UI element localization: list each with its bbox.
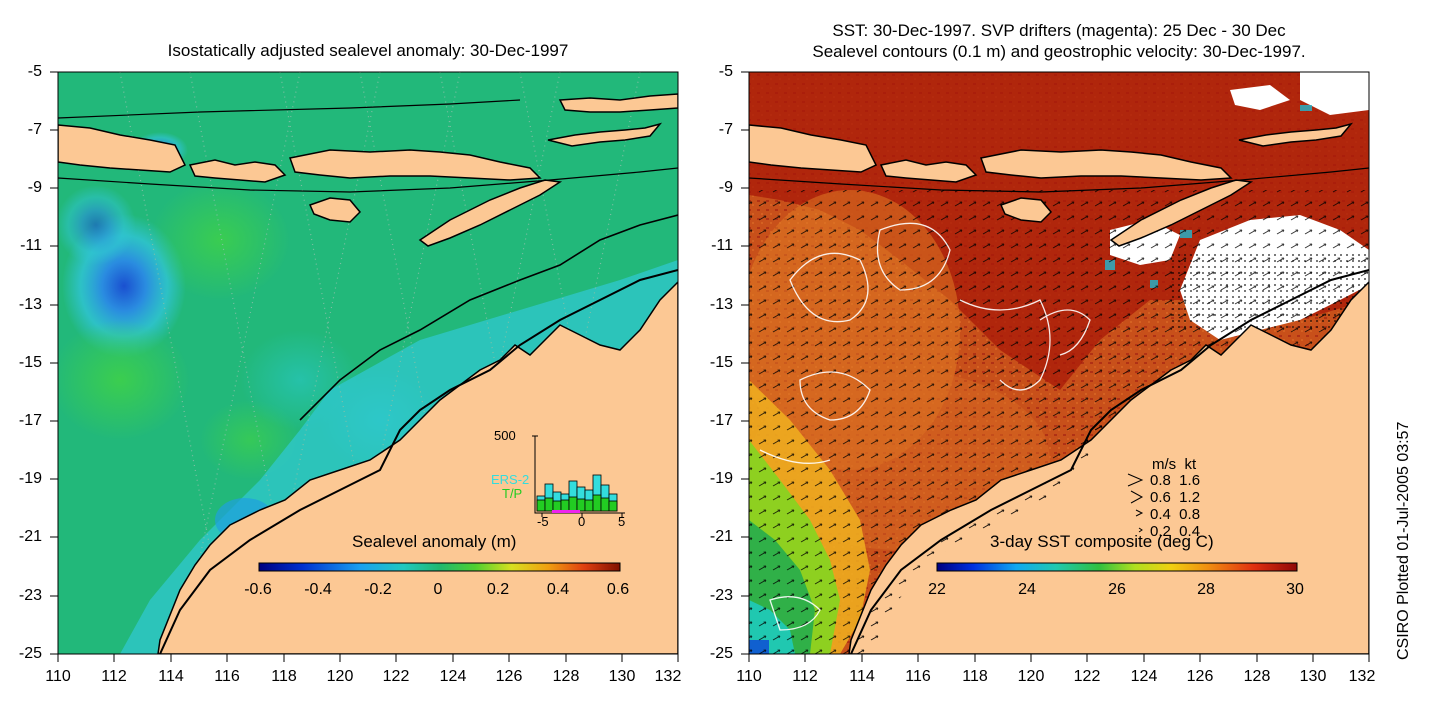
x-tick-label: 112	[101, 668, 127, 685]
y-tick-label: -17	[709, 412, 733, 429]
x-tick-label: 128	[552, 668, 580, 685]
histogram-series-tp: T/P	[502, 486, 523, 501]
x-tick-label: 120	[1017, 668, 1045, 685]
right-panel-title-line1: SST: 30-Dec-1997. SVP drifters (magenta)…	[832, 21, 1286, 40]
x-tick-label: 124	[1130, 668, 1158, 685]
y-tick-label: -25	[709, 645, 733, 662]
left-panel-title: Isostatically adjusted sealevel anomaly:…	[167, 41, 569, 60]
y-tick-label: -13	[18, 296, 42, 313]
x-tick-label: 110	[736, 668, 762, 685]
x-tick-label: 130	[608, 668, 636, 685]
x-tick-label: 132	[1348, 668, 1376, 685]
colorbar-tick: 26	[1108, 581, 1126, 598]
colorbar-tick: 0.4	[546, 581, 570, 598]
colorbar-tick: -0.2	[364, 581, 392, 598]
y-tick-label: -17	[18, 412, 42, 429]
velocity-legend-row: 0.4 0.8	[1150, 506, 1201, 523]
colorbar-tick: 0.2	[486, 581, 510, 598]
x-tick-label: 124	[439, 668, 467, 685]
velocity-legend-arrows	[1127, 473, 1144, 533]
colorbar-tick: -0.4	[304, 581, 332, 598]
x-tick-label: 116	[214, 668, 240, 685]
histogram-series-ers2: ERS-2	[491, 472, 530, 487]
x-tick-label: 114	[849, 668, 875, 685]
y-tick-label: -23	[18, 587, 42, 604]
y-tick-label: -5	[718, 63, 733, 80]
x-tick-label: 118	[271, 668, 297, 685]
colorbar-tick: 0	[433, 581, 443, 598]
y-tick-label: -7	[27, 121, 42, 138]
colorbar-tick: 0.6	[606, 581, 630, 598]
y-tick-label: -25	[18, 645, 42, 662]
y-tick-label: -19	[709, 470, 733, 487]
histogram-inset	[532, 435, 625, 517]
x-tick-label: 126	[495, 668, 523, 685]
sealevel-colorbar-label: Sealevel anomaly (m)	[352, 532, 517, 551]
velocity-legend-header: m/s kt	[1152, 456, 1197, 473]
y-tick-label: -9	[718, 179, 733, 196]
x-tick-label: 110	[45, 668, 71, 685]
x-tick-label: 112	[792, 668, 818, 685]
x-tick-label: 114	[158, 668, 184, 685]
x-tick-label: 118	[962, 668, 988, 685]
velocity-legend-row: 0.8 1.6	[1150, 472, 1201, 489]
histogram-xtick: 5	[618, 514, 626, 529]
x-tick-label: 120	[326, 668, 354, 685]
colorbar-tick: 22	[928, 581, 946, 598]
y-tick-label: -11	[20, 237, 42, 254]
colorbar-tick: 28	[1197, 581, 1215, 598]
sst-colorbar-label: 3-day SST composite (deg C)	[990, 532, 1214, 551]
plot-credit: CSIRO Plotted 01-Jul-2005 03:57	[1395, 421, 1412, 660]
histogram-xtick: 0	[578, 514, 586, 529]
y-tick-label: -15	[18, 354, 42, 371]
right-panel-title-line2: Sealevel contours (0.1 m) and geostrophi…	[812, 42, 1306, 61]
x-tick-label: 126	[1186, 668, 1214, 685]
histogram-xtick: -5	[537, 514, 549, 529]
y-tick-label: -13	[709, 296, 733, 313]
x-tick-label: 116	[905, 668, 931, 685]
sealevel-colorbar	[258, 562, 621, 572]
colorbar-tick: 30	[1286, 581, 1304, 598]
y-tick-label: -5	[27, 63, 42, 80]
y-tick-label: -19	[18, 470, 42, 487]
x-tick-label: 122	[382, 668, 410, 685]
y-tick-label: -11	[711, 237, 733, 254]
velocity-legend-row: 0.6 1.2	[1150, 489, 1201, 506]
y-tick-label: -9	[27, 179, 42, 196]
y-tick-label: -15	[709, 354, 733, 371]
colorbar-tick: -0.6	[244, 581, 272, 598]
y-tick-label: -21	[18, 528, 42, 545]
x-tick-label: 132	[654, 668, 682, 685]
sst-colorbar	[936, 562, 1298, 572]
x-tick-label: 122	[1073, 668, 1101, 685]
y-tick-label: -21	[709, 528, 733, 545]
y-tick-label: -23	[709, 587, 733, 604]
y-tick-label: -7	[718, 121, 733, 138]
velocity-legend-row: 0.2 0.4	[1150, 523, 1201, 540]
x-tick-label: 128	[1243, 668, 1271, 685]
colorbar-tick: 24	[1018, 581, 1036, 598]
x-tick-label: 130	[1299, 668, 1327, 685]
histogram-ymax-label: 500	[494, 428, 516, 443]
